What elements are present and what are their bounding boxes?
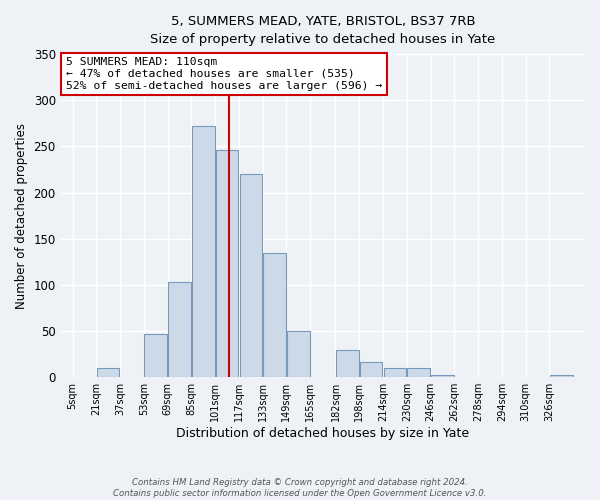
Bar: [239, 174, 262, 377]
Bar: [192, 126, 215, 377]
Title: 5, SUMMERS MEAD, YATE, BRISTOL, BS37 7RB
Size of property relative to detached h: 5, SUMMERS MEAD, YATE, BRISTOL, BS37 7RB…: [150, 15, 496, 46]
Bar: [287, 331, 310, 377]
Bar: [407, 368, 430, 377]
X-axis label: Distribution of detached houses by size in Yate: Distribution of detached houses by size …: [176, 427, 469, 440]
Bar: [263, 252, 286, 377]
Bar: [145, 334, 167, 377]
Bar: [97, 368, 119, 377]
Bar: [360, 362, 382, 377]
Y-axis label: Number of detached properties: Number of detached properties: [15, 122, 28, 308]
Text: Contains HM Land Registry data © Crown copyright and database right 2024.
Contai: Contains HM Land Registry data © Crown c…: [113, 478, 487, 498]
Bar: [216, 150, 238, 377]
Text: 5 SUMMERS MEAD: 110sqm
← 47% of detached houses are smaller (535)
52% of semi-de: 5 SUMMERS MEAD: 110sqm ← 47% of detached…: [66, 58, 382, 90]
Bar: [550, 376, 572, 377]
Bar: [431, 376, 454, 377]
Bar: [168, 282, 191, 377]
Bar: [336, 350, 359, 377]
Bar: [383, 368, 406, 377]
